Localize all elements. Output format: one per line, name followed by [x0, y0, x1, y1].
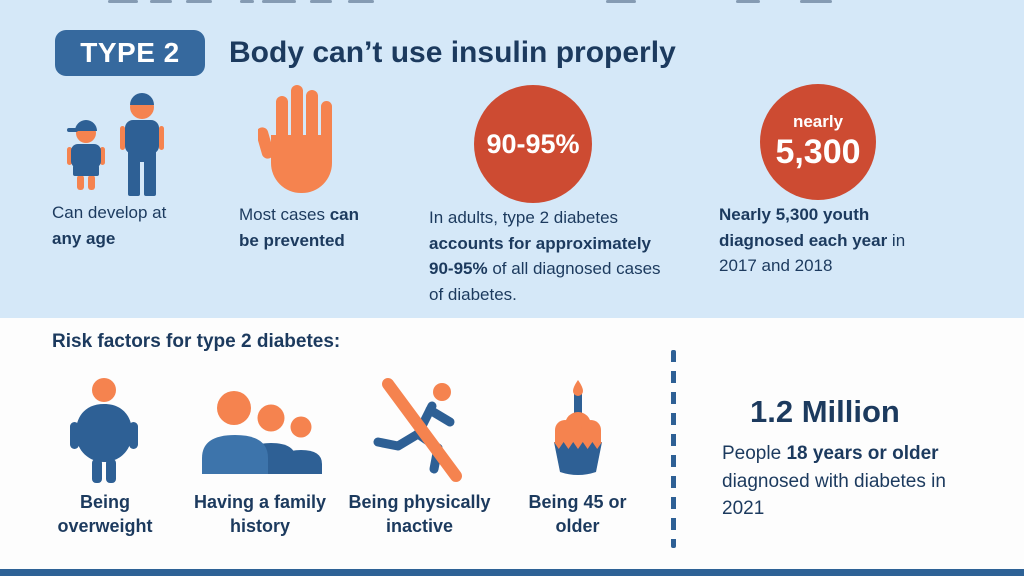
fact-prevention-bold: can be prevented	[239, 205, 359, 250]
cropped-text-artifact	[606, 0, 636, 3]
cropped-text-artifact	[186, 0, 212, 3]
stat-desc-bold: 18 years or older	[786, 443, 939, 464]
fact-adults-regular1: In adults, type 2 diabetes	[429, 208, 619, 227]
risk-label-family-history: Having a family history	[193, 492, 327, 537]
cropped-text-artifact	[310, 0, 332, 3]
type2-badge: TYPE 2	[55, 30, 205, 76]
stat-desc-regular2: diagnosed with diabetes in 2021	[722, 470, 946, 520]
stat-desc-regular1: People	[722, 443, 787, 464]
stat-1-2-million-description: People 18 years or older diagnosed with …	[722, 440, 950, 523]
cropped-text-artifact	[150, 0, 172, 3]
raised-hand-icon	[258, 85, 332, 193]
stat-circle-5300-label: nearly	[792, 112, 844, 132]
fact-prevention-regular: Most cases	[239, 205, 330, 224]
cropped-text-artifact	[108, 0, 138, 3]
child-and-adult-icon	[67, 93, 164, 196]
cropped-text-artifact	[348, 0, 374, 3]
bottom-accent-bar	[0, 569, 1024, 576]
fact-age-bold: any age	[52, 228, 116, 248]
page-title: Body can’t use insulin properly	[229, 36, 676, 69]
fact-youth-regular: in 2017 and 2018	[719, 230, 906, 276]
fact-youth-text: Nearly 5,300 youth diagnosed each year i…	[719, 202, 924, 279]
birthday-cupcake-icon	[554, 380, 602, 475]
cropped-text-artifact	[736, 0, 760, 3]
no-running-icon	[373, 378, 462, 482]
fact-adults-regular2: of all diagnosed cases of diabetes.	[429, 259, 661, 304]
dashed-divider	[671, 350, 676, 548]
fact-age-regular: Can develop at	[52, 203, 167, 222]
stat-circle-5300-value: 5,300	[775, 132, 861, 171]
risk-label-inactive: Being physically inactive	[348, 492, 491, 537]
stat-circle-90-95-value: 90-95%	[486, 128, 580, 159]
risk-label-45-older: Being 45 or older	[528, 492, 627, 537]
cropped-text-artifact	[262, 0, 296, 3]
cropped-text-artifact	[240, 0, 254, 3]
type2-badge-label: TYPE 2	[80, 37, 180, 68]
stat-circle-5300: nearly 5,300	[760, 84, 876, 200]
fact-youth-bold: Nearly 5,300 youth diagnosed each year	[719, 205, 888, 250]
risk-factors-heading: Risk factors for type 2 diabetes:	[52, 331, 341, 352]
fact-adults-bold: accounts for approximately 90-95%	[429, 233, 652, 279]
cropped-text-artifact	[800, 0, 832, 3]
family-icon	[202, 391, 322, 474]
risk-label-overweight: Being overweight	[57, 492, 153, 537]
fact-prevention-text: Most cases can be prevented	[239, 202, 379, 253]
fact-age-text: Can develop at any age	[52, 200, 182, 251]
stat-1-2-million: 1.2 Million	[750, 394, 900, 429]
overweight-person-icon	[70, 378, 138, 483]
fact-adults-text: In adults, type 2 diabetes accounts for …	[429, 205, 679, 307]
stat-circle-90-95: 90-95%	[474, 85, 592, 203]
